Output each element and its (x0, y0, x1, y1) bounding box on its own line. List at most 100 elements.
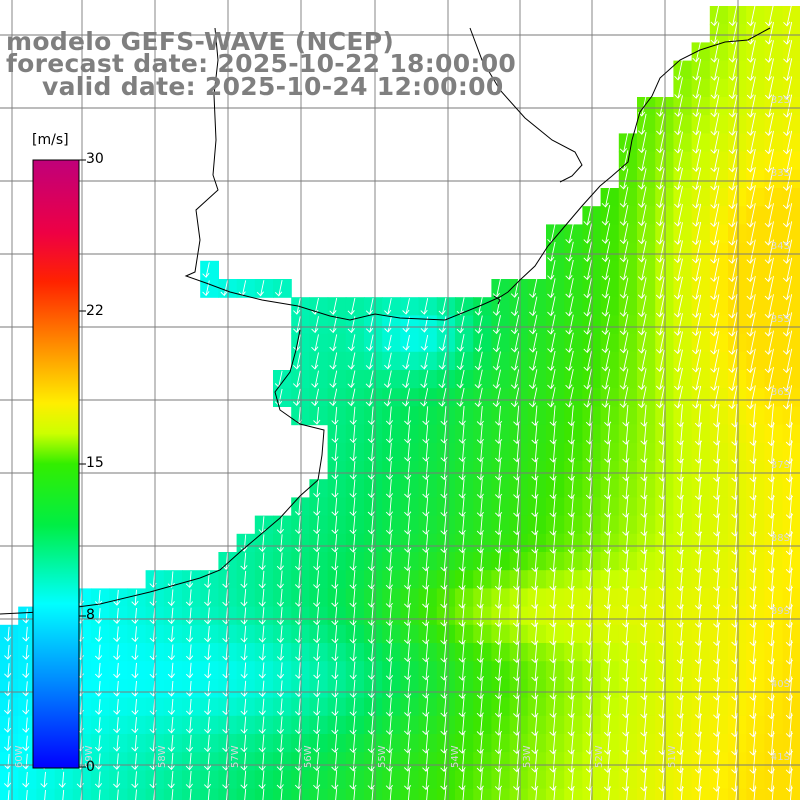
wind-arrow (710, 294, 720, 319)
wind-cell (746, 515, 765, 535)
wind-arrow (240, 552, 248, 571)
wind-cell (618, 679, 638, 699)
wind-cell (455, 752, 474, 771)
wind-cell (309, 643, 329, 662)
wind-arrow (404, 479, 412, 499)
wind-cell (564, 606, 583, 626)
wind-cell (382, 297, 401, 316)
wind-arrow (329, 370, 338, 388)
wind-cell (509, 479, 529, 498)
wind-arrow (567, 496, 575, 518)
wind-arrow (746, 22, 756, 45)
wind-cell (418, 588, 438, 608)
wind-arrow (619, 368, 629, 390)
wind-arrow (549, 441, 557, 463)
wind-cell (163, 770, 183, 790)
wind-cell (709, 479, 729, 498)
wind-arrow (349, 661, 357, 680)
wind-cell (18, 624, 37, 644)
wind-arrow (311, 334, 319, 352)
wind-arrow (746, 385, 756, 410)
wind-cell (546, 752, 565, 771)
wind-arrow (494, 478, 503, 499)
wind-cell (673, 115, 693, 134)
wind-arrow (422, 660, 430, 681)
wind-arrow (185, 626, 194, 643)
wind-cell (673, 752, 693, 771)
wind-arrow (131, 626, 139, 643)
wind-cell (527, 697, 547, 717)
wind-cell (436, 333, 456, 353)
wind-cell (527, 333, 547, 353)
wind-arrow (22, 626, 30, 642)
wind-cell (618, 351, 638, 371)
wind-arrow (456, 352, 465, 371)
wind-cell (637, 479, 656, 498)
wind-cell (691, 370, 711, 389)
wind-cell (764, 151, 784, 171)
wind-cell (0, 697, 19, 717)
wind-cell (455, 734, 474, 753)
wind-arrow (131, 644, 139, 661)
wind-arrow (746, 294, 756, 319)
wind-arrow (440, 424, 448, 444)
wind-arrow (531, 478, 539, 499)
wind-arrow (98, 789, 101, 800)
wind-arrow (583, 241, 592, 262)
wind-cell (600, 497, 620, 517)
wind-arrow (329, 334, 338, 352)
wind-cell (764, 752, 784, 771)
wind-arrow (746, 112, 756, 136)
wind-arrow (240, 752, 248, 771)
wind-cell (236, 606, 256, 626)
wind-arrow (407, 787, 410, 800)
wind-arrow (317, 788, 319, 800)
wind-cell (782, 188, 800, 207)
wind-cell (709, 442, 729, 462)
wind-cell (764, 788, 784, 800)
wind-cell (200, 570, 219, 589)
wind-arrow (367, 751, 375, 772)
longitude-labels: 60W 59W 58W 57W 56W 55W 54W 53W 52W 51W (14, 745, 678, 768)
wind-cell (473, 461, 492, 480)
wind-arrow (311, 388, 319, 407)
wind-arrow (510, 351, 520, 371)
wind-cell (600, 697, 620, 717)
wind-cell (728, 442, 747, 462)
wind-arrow (458, 569, 466, 591)
wind-cell (509, 370, 529, 389)
wind-cell (673, 370, 693, 389)
wind-arrow (456, 334, 465, 352)
latitude-label: 33S (771, 168, 790, 179)
wind-arrow (274, 280, 283, 297)
wind-arrow (673, 313, 683, 336)
wind-cell (709, 552, 729, 571)
wind-arrow (764, 76, 774, 100)
wind-cell (637, 370, 656, 389)
wind-cell (546, 661, 565, 680)
wind-arrow (313, 552, 321, 571)
wind-arrow (313, 661, 321, 680)
wind-cell (691, 206, 711, 225)
wind-arrow (531, 532, 539, 554)
wind-arrow (185, 680, 194, 697)
wind-cell (746, 279, 765, 298)
wind-cell (764, 533, 784, 553)
wind-arrow (185, 589, 194, 607)
wind-arrow (492, 315, 501, 335)
wind-cell (728, 715, 747, 735)
wind-cell (473, 697, 492, 717)
wind-cell (600, 752, 620, 771)
wind-arrow (674, 95, 683, 117)
wind-cell (345, 788, 365, 800)
wind-arrow (474, 387, 483, 408)
wind-cell (327, 770, 347, 790)
wind-arrow (349, 515, 357, 535)
wind-cell (455, 624, 474, 644)
wind-arrow (403, 733, 412, 754)
wind-cell (236, 770, 256, 790)
wind-cell (728, 315, 747, 335)
wind-cell (527, 752, 547, 771)
wind-cell (364, 734, 383, 753)
wind-cell (509, 333, 529, 353)
